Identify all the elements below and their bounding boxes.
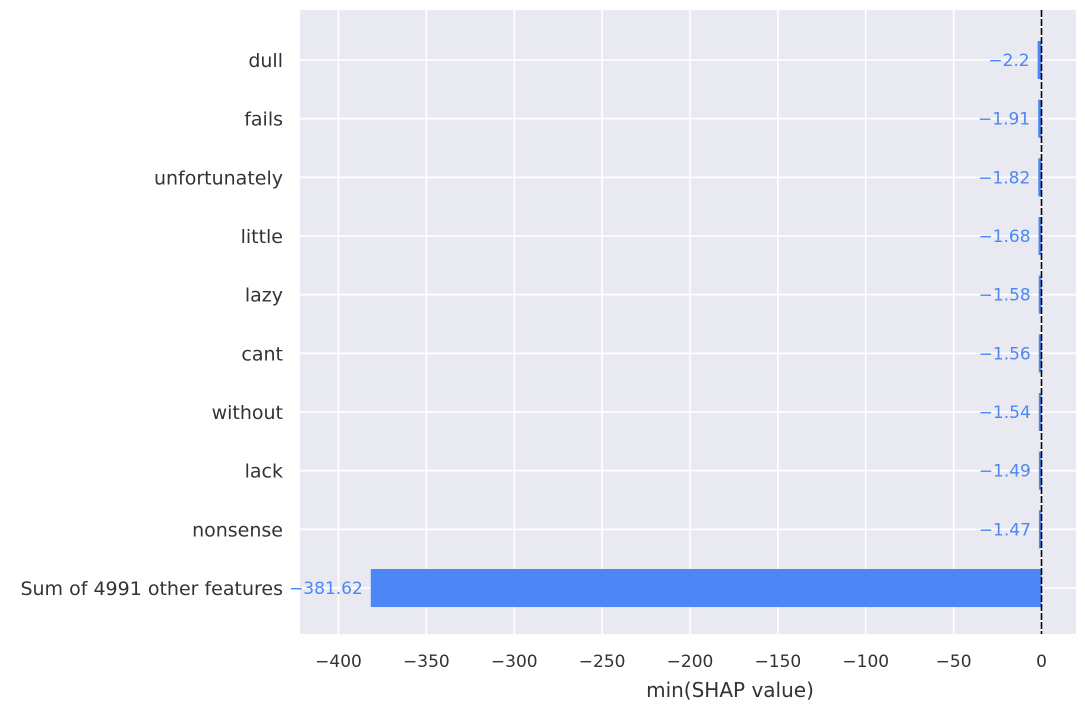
y-tick-label: cant: [241, 343, 283, 365]
x-tick-label: −200: [667, 652, 714, 672]
bar: [1038, 510, 1042, 549]
value-label: −1.68: [978, 227, 1030, 247]
value-label: −381.62: [289, 579, 363, 599]
value-label: −1.58: [979, 286, 1031, 306]
value-label: −2.2: [988, 51, 1029, 71]
y-tick-label: lack: [245, 461, 283, 483]
y-tick-label: little: [241, 226, 283, 248]
value-label: −1.82: [978, 168, 1030, 188]
x-axis-label: min(SHAP value): [646, 678, 814, 702]
bar: [1038, 393, 1042, 432]
x-tick-label: −350: [403, 652, 450, 672]
grid-lines: [300, 10, 1076, 634]
x-tick-label: −400: [315, 652, 362, 672]
y-tick-label: fails: [244, 109, 283, 131]
bar: [370, 569, 1042, 608]
x-tick-label: −50: [936, 652, 972, 672]
value-label: −1.54: [979, 403, 1031, 423]
y-tick-label: lazy: [245, 285, 283, 307]
x-tick-labels: −400 −350 −300 −250 −200 −150 −100 −50 0: [315, 652, 1047, 672]
bar: [1038, 99, 1042, 138]
y-tick-label: nonsense: [192, 519, 283, 541]
value-label: −1.56: [979, 344, 1031, 364]
y-tick-labels: dull fails unfortunately little lazy cant with…: [20, 50, 283, 600]
y-tick-label: Sum of 4991 other features: [20, 578, 283, 600]
y-tick-label: dull: [248, 50, 283, 72]
x-tick-label: −250: [579, 652, 626, 672]
x-tick-label: −100: [842, 652, 889, 672]
x-tick-label: −150: [755, 652, 802, 672]
value-label: −1.91: [978, 110, 1030, 130]
bar: [1038, 334, 1042, 373]
bars: [370, 41, 1042, 608]
x-tick-label: −300: [491, 652, 538, 672]
value-label: −1.47: [979, 520, 1031, 540]
value-labels: −2.2 −1.91 −1.82 −1.68 −1.58 −1.56 −1.54 −1.49 −…: [289, 51, 1031, 599]
y-tick-label: unfortunately: [154, 167, 283, 189]
bar: [1038, 275, 1042, 314]
x-tick-label: 0: [1036, 652, 1047, 672]
bar: [1037, 41, 1042, 79]
y-tick-label: without: [212, 402, 283, 424]
bar: [1038, 217, 1042, 256]
bar: [1038, 451, 1042, 490]
plot-area: [300, 10, 1076, 634]
value-label: −1.49: [979, 462, 1031, 482]
bar: [1038, 158, 1042, 197]
